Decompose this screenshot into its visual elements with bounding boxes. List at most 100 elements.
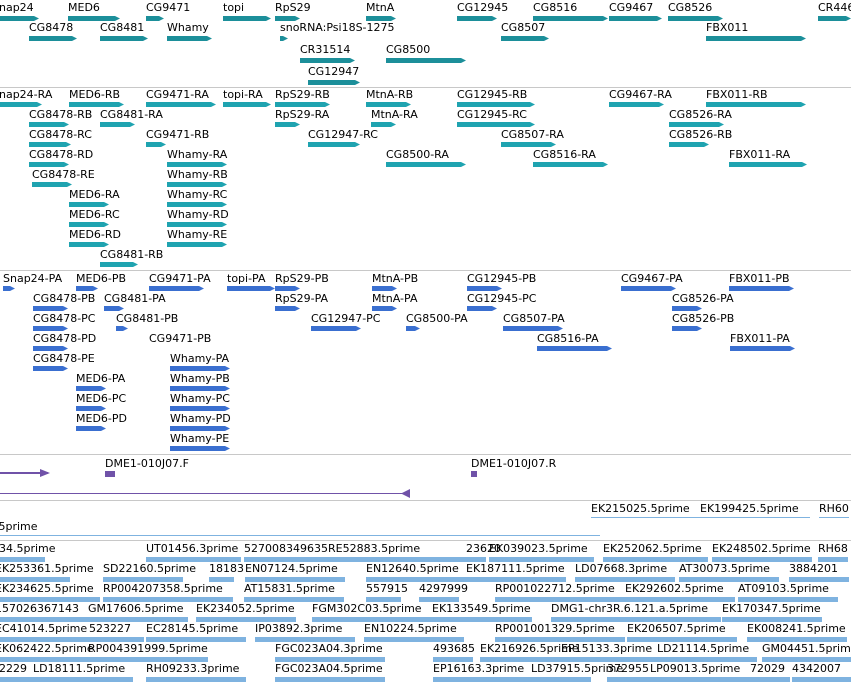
transcript-whamy-ra-feature[interactable] [167, 162, 227, 167]
transcript-whamy-rb-feature[interactable] [167, 182, 227, 187]
clone-r-line[interactable] [0, 493, 405, 494]
protein-cg12945-pc-label[interactable]: CG12945-PC [467, 292, 537, 305]
protein-cg9471-pa-label[interactable]: CG9471-PA [149, 272, 211, 285]
transcript-whamy-ra-label[interactable]: Whamy-RA [167, 148, 228, 161]
est-en10224.5prime-feature[interactable] [364, 637, 464, 642]
est-ek234052.5prime-feature[interactable] [196, 617, 296, 622]
est-at30073.5prime-label[interactable]: AT30073.5prime [679, 562, 770, 575]
protein-cg8478-pc-feature[interactable] [33, 326, 68, 331]
protein-med6-pb-feature[interactable] [76, 286, 98, 291]
protein-cg8478-pe-feature[interactable] [33, 366, 68, 371]
gene-whamy-label[interactable]: Whamy [167, 21, 209, 34]
est-557915-feature[interactable] [366, 597, 401, 602]
gene-cg9471-feature[interactable] [146, 16, 164, 21]
gene-topi-label[interactable]: topi [223, 1, 245, 14]
est-3884201-feature[interactable] [789, 577, 849, 582]
transcript-whamy-rd-label[interactable]: Whamy-RD [167, 208, 229, 221]
est-at15831.5prime-label[interactable]: AT15831.5prime [244, 582, 335, 595]
transcript-med6-rc-label[interactable]: MED6-RC [69, 208, 120, 221]
gene-snap24-feature[interactable] [0, 16, 39, 21]
protein-snap24-pa-label[interactable]: Snap24-PA [3, 272, 63, 285]
est-ek062422.5prime-label[interactable]: EK062422.5prime [0, 642, 94, 655]
gene-cg8478-label[interactable]: CG8478 [29, 21, 74, 34]
est-ek133549.5prime-feature[interactable] [432, 617, 532, 622]
est-ek008241.5prime-feature[interactable] [747, 637, 847, 642]
est-157026367143-feature[interactable] [0, 617, 90, 622]
est-72029-feature[interactable] [750, 677, 790, 682]
transcript-topi-ra-label[interactable]: topi-RA [223, 88, 263, 101]
transcript-cg8478-rb-label[interactable]: CG8478-RB [29, 108, 93, 121]
transcript-cg8481-rb-label[interactable]: CG8481-RB [100, 248, 164, 261]
est-523227-label[interactable]: 523227 [89, 622, 131, 635]
protein-med6-pd-feature[interactable] [76, 426, 106, 431]
transcript-cg8481-rb-feature[interactable] [100, 262, 138, 267]
est-ek170347.5prime-label[interactable]: EK170347.5prime [722, 602, 821, 615]
gene-cg8481-label[interactable]: CG8481 [100, 21, 145, 34]
est-ep15133.3prime-feature[interactable] [561, 657, 661, 662]
protein-cg8516-pa-label[interactable]: CG8516-PA [537, 332, 599, 345]
transcript-cg8526-rb-label[interactable]: CG8526-RB [669, 128, 733, 141]
est-ec28145.5prime-feature[interactable] [146, 637, 246, 642]
gene-cg8516-label[interactable]: CG8516 [533, 1, 578, 14]
est-ld18111.5prime-label[interactable]: LD18111.5prime [33, 662, 126, 675]
protein-cg8500-pa-feature[interactable] [406, 326, 420, 331]
est-ek039023.5prime-feature[interactable] [489, 557, 594, 562]
clone-dme1-010j07-f-label[interactable]: DME1-010J07.F [105, 457, 189, 470]
est-534.5prime-label[interactable]: 534.5prime [0, 542, 56, 555]
transcript-cg8478-rc-label[interactable]: CG8478-RC [29, 128, 92, 141]
gene-cg8478-feature[interactable] [29, 36, 77, 41]
gene-fbx011-label[interactable]: FBX011 [706, 21, 749, 34]
protein-whamy-pc-label[interactable]: Whamy-PC [170, 392, 230, 405]
protein-rps29-pa-label[interactable]: RpS29-PA [275, 292, 329, 305]
protein-cg8526-pa-label[interactable]: CG8526-PA [672, 292, 734, 305]
transcript-rps29-rb-feature[interactable] [275, 102, 330, 107]
protein-cg12947-pc-label[interactable]: CG12947-PC [311, 312, 381, 325]
est-gm17606.5prime-feature[interactable] [88, 617, 188, 622]
transcript-fbx011-rb-label[interactable]: FBX011-RB [706, 88, 768, 101]
clone-f-arrow[interactable] [40, 469, 50, 477]
transcript-mtna-rb-label[interactable]: MtnA-RB [366, 88, 414, 101]
protein-cg8478-pb-label[interactable]: CG8478-PB [33, 292, 96, 305]
est-ek187111.5prime-feature[interactable] [466, 577, 566, 582]
gene-topi-feature[interactable] [223, 16, 271, 21]
clone-f-line[interactable] [0, 472, 48, 474]
protein-med6-pa-feature[interactable] [76, 386, 106, 391]
transcript-mtna-ra-feature[interactable] [371, 122, 396, 127]
est-372955-feature[interactable] [607, 677, 657, 682]
est-557915-label[interactable]: 557915 [366, 582, 408, 595]
protein-med6-pa-label[interactable]: MED6-PA [76, 372, 126, 385]
gene-cg9467-feature[interactable] [609, 16, 662, 21]
transcript-whamy-rb-label[interactable]: Whamy-RB [167, 168, 228, 181]
gene-cg8526-feature[interactable] [668, 16, 723, 21]
transcript-cg8526-ra-feature[interactable] [669, 122, 724, 127]
est-ek039023.5prime-label[interactable]: EK039023.5prime [489, 542, 588, 555]
protein-cg8526-pb-feature[interactable] [672, 326, 702, 331]
transcript-cg8507-ra-label[interactable]: CG8507-RA [501, 128, 564, 141]
est-ek252062.5prime-label[interactable]: EK252062.5prime [603, 542, 702, 555]
est-ld37915.5prime-label[interactable]: LD37915.5prime [531, 662, 624, 675]
est-4297999-feature[interactable] [419, 597, 459, 602]
transcript-whamy-rc-label[interactable]: Whamy-RC [167, 188, 228, 201]
est-fgc023a04.3prime-feature[interactable] [275, 657, 385, 662]
est-fgc023a04.3prime-label[interactable]: FGC023A04.3prime [275, 642, 383, 655]
gene-rps29-feature[interactable] [275, 16, 300, 21]
protein-mtna-pb-label[interactable]: MtnA-PB [372, 272, 419, 285]
est-ld37915.5prime-feature[interactable] [531, 677, 591, 682]
est-at15831.5prime-feature[interactable] [244, 597, 344, 602]
est-gm17606.5prime-label[interactable]: GM17606.5prime [88, 602, 184, 615]
est-at09103.5prime-feature[interactable] [738, 597, 838, 602]
est-ek187111.5prime-label[interactable]: EK187111.5prime [466, 562, 565, 575]
gene-whamy-feature[interactable] [167, 36, 212, 41]
est-ek292602.5prime-label[interactable]: EK292602.5prime [625, 582, 724, 595]
transcript-fbx011-ra-label[interactable]: FBX011-RA [729, 148, 791, 161]
est-ek170347.5prime-feature[interactable] [722, 617, 822, 622]
est-fgc023a04.5prime-label[interactable]: FGC023A04.5prime [275, 662, 383, 675]
est-ek206507.5prime-label[interactable]: EK206507.5prime [627, 622, 726, 635]
est-23620-label[interactable]: 23620 [466, 542, 501, 555]
est-fgc023a04.5prime-feature[interactable] [275, 677, 385, 682]
est-dmg1-chr3r.6.121.a.5prime-label[interactable]: DMG1-chr3R.6.121.a.5prime [551, 602, 709, 615]
est-527008349635re52883.5prime-label[interactable]: 527008349635RE52883.5prime [244, 542, 421, 555]
est-lp09013.5prime-label[interactable]: LP09013.5prime [650, 662, 741, 675]
est-ek062422.5prime-feature[interactable] [0, 657, 100, 662]
est-gm04451.5prime-label[interactable]: GM04451.5prime [762, 642, 851, 655]
